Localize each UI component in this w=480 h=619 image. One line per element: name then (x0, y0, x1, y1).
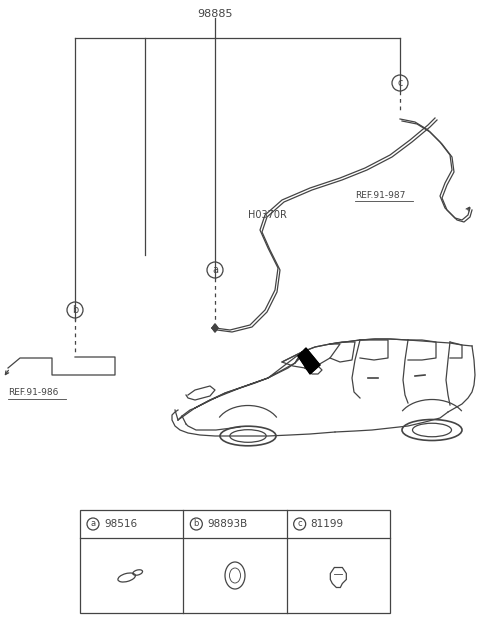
Text: a: a (212, 265, 218, 275)
Text: REF.91-987: REF.91-987 (355, 191, 406, 201)
Polygon shape (298, 348, 320, 374)
Text: c: c (397, 78, 403, 88)
Text: 98516: 98516 (104, 519, 137, 529)
Text: b: b (72, 305, 78, 315)
Text: b: b (193, 519, 199, 529)
Text: 98885: 98885 (197, 9, 233, 19)
Text: 81199: 81199 (311, 519, 344, 529)
Polygon shape (212, 324, 218, 332)
Text: c: c (297, 519, 302, 529)
Text: REF.91-986: REF.91-986 (8, 388, 59, 397)
Text: a: a (90, 519, 96, 529)
Text: H0370R: H0370R (248, 210, 287, 220)
Text: 98893B: 98893B (207, 519, 248, 529)
